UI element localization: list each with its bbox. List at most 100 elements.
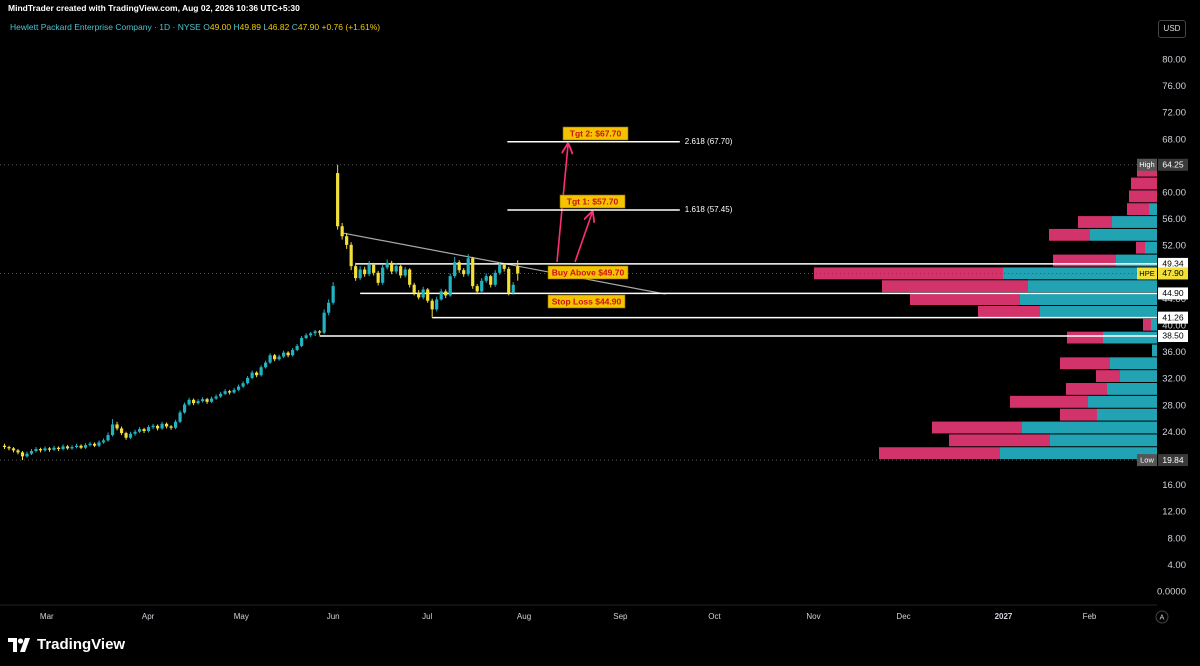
candle-body <box>399 266 403 276</box>
level-tag <box>1158 287 1188 300</box>
candle-body <box>227 391 232 393</box>
y-tick-label: 68.00 <box>1162 134 1186 145</box>
candle-body <box>182 404 187 413</box>
candle-body <box>83 445 88 448</box>
candle-body <box>155 425 160 429</box>
candle-body <box>250 372 254 378</box>
candle-body <box>133 431 137 434</box>
y-tick-label: 60.00 <box>1162 188 1186 199</box>
auto-scale-button[interactable] <box>1155 610 1169 624</box>
candle-body <box>56 447 61 450</box>
x-tick-label: May <box>234 612 249 621</box>
candle-body <box>128 433 133 438</box>
candle-body <box>498 264 502 273</box>
candle-body <box>101 440 106 443</box>
ohlc-label: L <box>263 22 269 32</box>
brand-name: TradingView <box>37 636 126 653</box>
candle-body <box>34 449 38 452</box>
candle-body <box>218 393 223 397</box>
currency-button[interactable]: USD <box>1158 20 1186 38</box>
candle-body <box>205 399 209 402</box>
level-tag-label: 49.34 <box>1162 259 1184 269</box>
candle-body <box>38 449 43 451</box>
candle-body <box>43 448 47 451</box>
candle-body <box>318 331 322 333</box>
y-tick-label: 28.00 <box>1162 400 1186 411</box>
volume-down <box>949 434 1050 447</box>
annotation: Tgt 1: $57.70 <box>567 196 619 206</box>
candle-body <box>345 236 349 245</box>
y-tick-label: 8.00 <box>1168 533 1187 544</box>
x-tick-label: Jun <box>327 612 340 621</box>
y-tick-label: 44.00 <box>1162 294 1186 305</box>
candle-body <box>106 435 110 441</box>
candle-body <box>390 262 394 272</box>
candle-body <box>444 291 448 296</box>
volume-up <box>1097 408 1157 421</box>
x-tick-label: Feb <box>1083 612 1097 621</box>
ohlc-label: C <box>291 22 298 32</box>
y-tick-label: 36.00 <box>1162 347 1186 358</box>
candle-body <box>178 412 182 422</box>
candle-body <box>160 423 164 429</box>
candle-body <box>65 446 70 449</box>
volume-down <box>978 306 1040 318</box>
x-tick-label: Apr <box>142 612 155 621</box>
candle-body <box>29 451 34 454</box>
y-tick-label: 72.00 <box>1162 108 1186 119</box>
candle-body <box>493 272 497 285</box>
candle-body <box>466 258 470 275</box>
marker-tag <box>1158 267 1188 280</box>
y-tick-label: 40.00 <box>1162 321 1186 332</box>
candle-body <box>484 276 488 281</box>
arrow <box>574 213 592 263</box>
volume-up <box>1028 280 1157 293</box>
candle-body <box>137 429 142 432</box>
candle-body <box>367 264 371 275</box>
candle-body <box>273 355 277 360</box>
fib-label: 1.618 (57.45) <box>685 205 733 214</box>
x-tick-label: Sep <box>613 612 628 621</box>
candle-body <box>480 280 484 292</box>
volume-up <box>1020 293 1157 306</box>
candle-body <box>336 173 340 227</box>
y-tick-label: 80.00 <box>1162 55 1186 66</box>
volume-up <box>1107 383 1157 395</box>
level-tag-label: 38.50 <box>1162 331 1184 341</box>
volume-down <box>1143 318 1151 331</box>
candle-body <box>381 267 385 283</box>
volume-up <box>1151 318 1157 331</box>
ohlc-value: 49.00 <box>209 22 232 32</box>
candle-body <box>200 399 205 402</box>
candle-body <box>232 389 236 393</box>
ohlc-label: O <box>203 22 210 32</box>
candle-body <box>173 421 178 428</box>
annotation: Stop Loss $44.90 <box>552 296 622 306</box>
annotation-box <box>547 265 629 280</box>
y-tick-label: 32.00 <box>1162 374 1186 385</box>
candle-body <box>214 396 218 399</box>
candle-body <box>340 226 344 237</box>
marker-tag <box>1158 454 1188 467</box>
volume-up <box>1110 357 1157 370</box>
candle-body <box>291 349 295 356</box>
credit: MindTrader created with TradingView.com,… <box>8 3 300 13</box>
candle-body <box>439 291 443 300</box>
candle-body <box>430 300 434 310</box>
volume-down <box>1066 383 1107 395</box>
candle-body <box>358 269 362 279</box>
candle-body <box>151 425 155 428</box>
candle-body <box>2 445 7 448</box>
marker-name: Low <box>1140 456 1154 465</box>
candle-body <box>124 433 128 438</box>
level-tag-label: 44.90 <box>1162 288 1184 298</box>
candle-body <box>142 429 146 432</box>
annotation: Buy Above $49.70 <box>552 267 625 277</box>
candle-body <box>169 426 173 428</box>
candle-body <box>191 399 196 404</box>
y-tick-label: 24.00 <box>1162 427 1186 438</box>
auto-scale-label[interactable]: A <box>1160 614 1165 621</box>
volume-up <box>1000 447 1157 460</box>
volume-down <box>1129 190 1157 203</box>
annotation-box <box>562 126 629 141</box>
